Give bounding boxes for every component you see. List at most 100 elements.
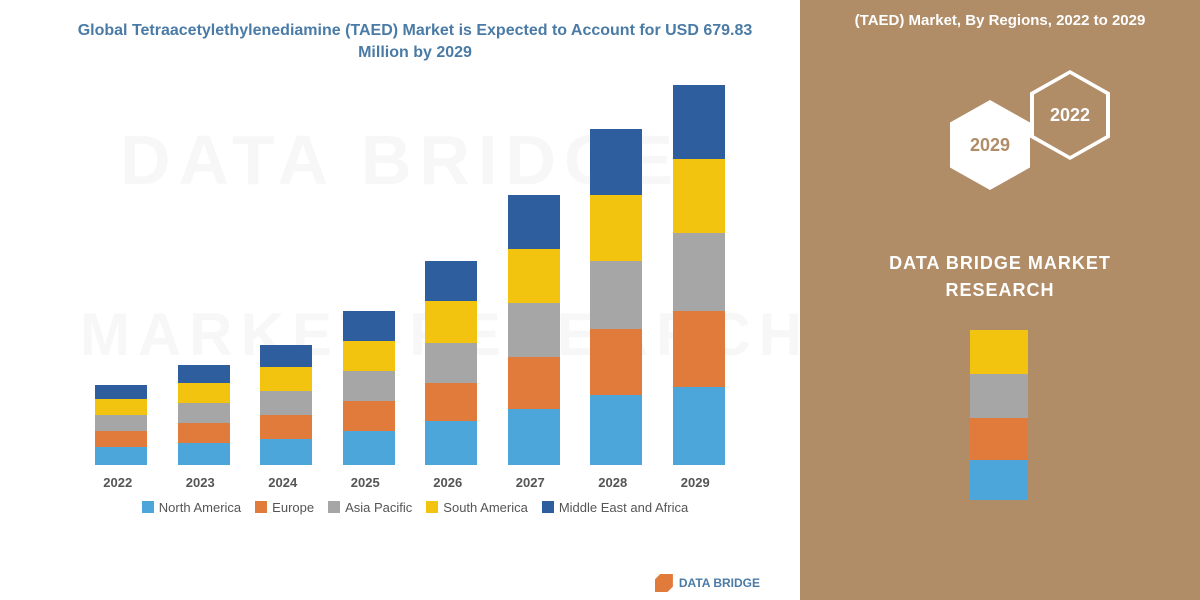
x-label: 2024 (268, 475, 297, 490)
brand-text: DATA BRIDGE MARKET RESEARCH (800, 250, 1200, 304)
bar-seg-middle-east-and-africa (260, 345, 312, 367)
bar-seg-north-america (343, 431, 395, 465)
footer-logo: DATA BRIDGE (655, 574, 760, 592)
bar-stack (95, 385, 147, 465)
x-label: 2029 (681, 475, 710, 490)
bar-seg-europe (508, 357, 560, 409)
bar-group-2029 (669, 85, 729, 465)
bar-seg-asia-pacific (673, 233, 725, 311)
bar-seg-south-america (590, 195, 642, 261)
x-label: 2027 (516, 475, 545, 490)
bar-seg-europe (590, 329, 642, 395)
bar-seg-asia-pacific (508, 303, 560, 357)
bar-seg-south-america (673, 159, 725, 233)
x-label: 2026 (433, 475, 462, 490)
bar-seg-north-america (260, 439, 312, 465)
legend-label: Europe (272, 500, 314, 515)
bar-stack (425, 261, 477, 465)
legend: North America Europe Asia Pacific South Ame… (60, 500, 770, 515)
bar-seg-north-america (508, 409, 560, 465)
bar-group-2025 (339, 311, 399, 465)
chart-title: Global Tetraacetylethylenediamine (TAED)… (60, 20, 770, 65)
legend-swatch (255, 501, 267, 513)
hexagon-2029: 2029 (950, 100, 1030, 190)
bar-stack (343, 311, 395, 465)
x-label: 2022 (103, 475, 132, 490)
bar-seg-asia-pacific (178, 403, 230, 423)
bar-seg-middle-east-and-africa (590, 129, 642, 195)
chart-area: 2022 2023 2024 2025 2026 2027 2028 2029 (60, 75, 760, 495)
legend-label: South America (443, 500, 528, 515)
bars-container (80, 85, 740, 465)
bar-stack (178, 365, 230, 465)
bar-seg-europe (425, 383, 477, 421)
bar-seg-north-america (590, 395, 642, 465)
bar-seg-asia-pacific (590, 261, 642, 329)
bar-seg-middle-east-and-africa (508, 195, 560, 249)
legend-item-europe: Europe (255, 500, 314, 515)
bar-seg-south-america (95, 399, 147, 415)
bar-seg-asia-pacific (95, 415, 147, 431)
bar-group-2023 (174, 365, 234, 465)
legend-item-south-america: South America (426, 500, 528, 515)
bar-seg-middle-east-and-africa (673, 85, 725, 159)
bar-seg-europe (673, 311, 725, 387)
bar-seg-middle-east-and-africa (178, 365, 230, 383)
bar-stack (673, 85, 725, 465)
bar-group-2028 (586, 129, 646, 465)
legend-label: Middle East and Africa (559, 500, 688, 515)
footer-text: DATA BRIDGE (679, 576, 760, 590)
bar-group-2026 (421, 261, 481, 465)
bar-group-2024 (256, 345, 316, 465)
bar-seg-south-america (508, 249, 560, 303)
bar-seg-europe (343, 401, 395, 431)
legend-label: Asia Pacific (345, 500, 412, 515)
right-bar-seg (970, 374, 1028, 418)
legend-swatch (142, 501, 154, 513)
hexagon-2022: 2022 (1030, 70, 1110, 160)
x-label: 2023 (186, 475, 215, 490)
x-label: 2028 (598, 475, 627, 490)
legend-swatch (328, 501, 340, 513)
bar-seg-middle-east-and-africa (425, 261, 477, 301)
bar-seg-asia-pacific (425, 343, 477, 383)
bar-seg-south-america (425, 301, 477, 343)
legend-label: North America (159, 500, 241, 515)
bar-stack (260, 345, 312, 465)
bar-seg-south-america (178, 383, 230, 403)
bar-seg-middle-east-and-africa (343, 311, 395, 341)
legend-item-middle-east-and-africa: Middle East and Africa (542, 500, 688, 515)
right-title: (TAED) Market, By Regions, 2022 to 2029 (820, 10, 1180, 31)
bar-group-2022 (91, 385, 151, 465)
bar-stack (508, 195, 560, 465)
x-label: 2025 (351, 475, 380, 490)
right-panel: (TAED) Market, By Regions, 2022 to 2029 … (800, 0, 1200, 600)
bar-seg-middle-east-and-africa (95, 385, 147, 399)
bar-seg-north-america (178, 443, 230, 465)
hex-inner-label: 2029 (970, 135, 1010, 156)
legend-swatch (426, 501, 438, 513)
right-bar-seg (970, 418, 1028, 460)
bar-stack (590, 129, 642, 465)
bar-seg-europe (95, 431, 147, 447)
bar-seg-north-america (95, 447, 147, 465)
right-bar-seg (970, 330, 1028, 374)
bar-seg-asia-pacific (343, 371, 395, 401)
bar-seg-asia-pacific (260, 391, 312, 415)
right-partial-bar (970, 330, 1028, 500)
bar-seg-north-america (673, 387, 725, 465)
left-panel: DATA BRIDGE MARKET RESEARCH Global Tetra… (0, 0, 800, 600)
right-bar-seg (970, 460, 1028, 500)
brand-line1: DATA BRIDGE MARKET (889, 253, 1111, 273)
bar-seg-europe (260, 415, 312, 439)
hex-outer-label: 2022 (1050, 105, 1090, 126)
legend-item-asia-pacific: Asia Pacific (328, 500, 412, 515)
legend-item-north-america: North America (142, 500, 241, 515)
bar-seg-south-america (260, 367, 312, 391)
bar-seg-south-america (343, 341, 395, 371)
bar-group-2027 (504, 195, 564, 465)
legend-swatch (542, 501, 554, 513)
bar-seg-north-america (425, 421, 477, 465)
bar-seg-europe (178, 423, 230, 443)
logo-icon (655, 574, 673, 592)
